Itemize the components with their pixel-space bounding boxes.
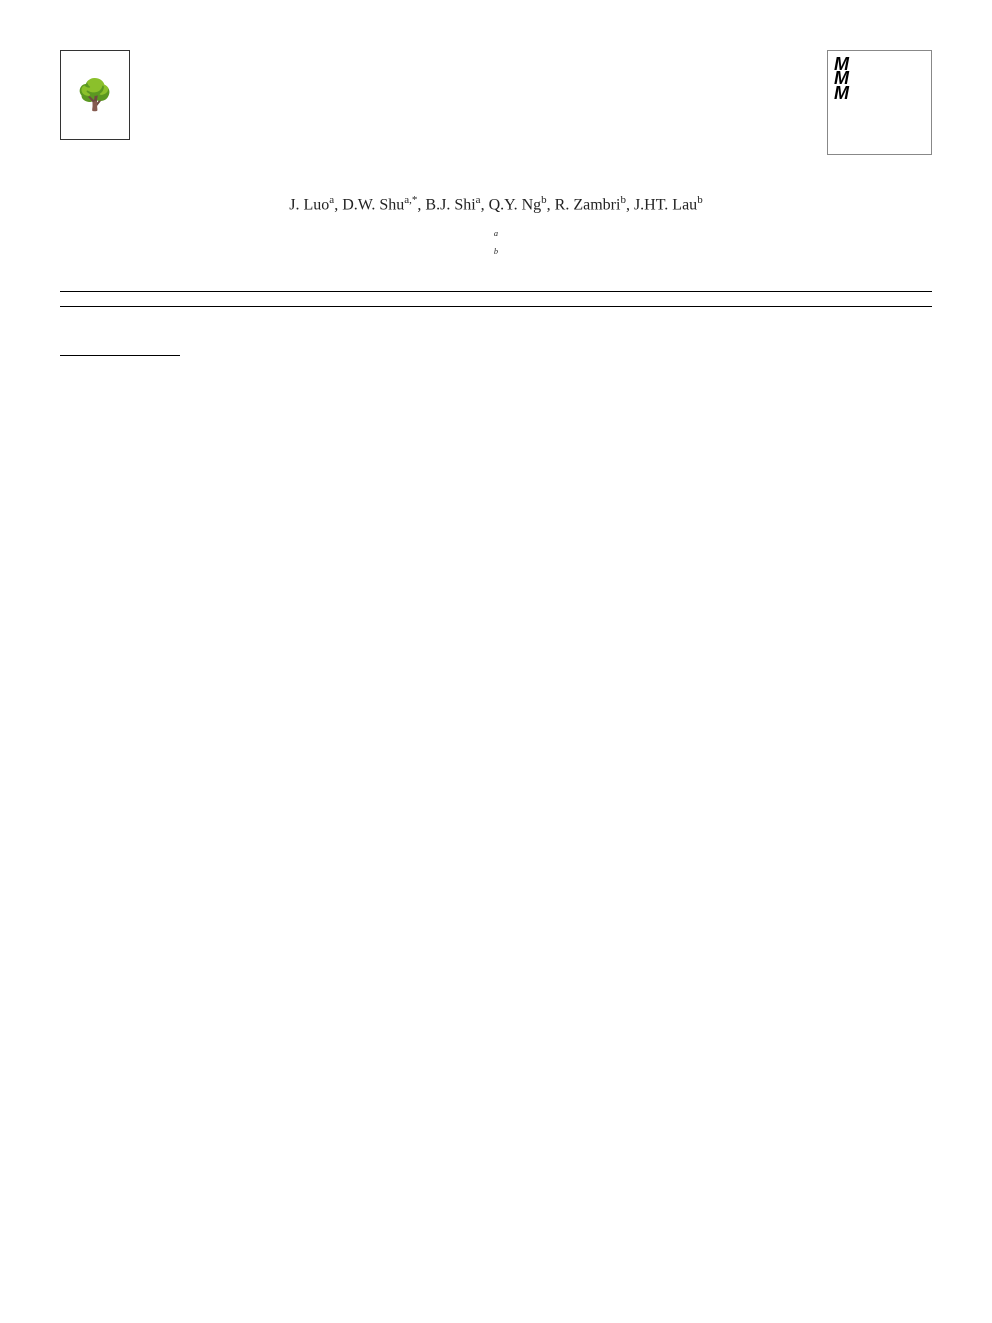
affiliations: a b	[60, 228, 932, 263]
author: B.J. Shi	[425, 196, 475, 213]
author: Q.Y. Ng	[489, 196, 542, 213]
column-left	[60, 333, 482, 362]
journal-logo: MMM	[827, 50, 932, 155]
elsevier-logo: 🌳	[60, 50, 130, 140]
tree-icon: 🌳	[63, 78, 127, 113]
journal-logo-block: MMM	[827, 50, 932, 159]
footnote-rule	[60, 355, 180, 356]
divider-bottom	[60, 306, 932, 307]
header-center	[130, 50, 827, 76]
author: J. Luo	[289, 196, 329, 213]
author: R. Zambri	[555, 196, 621, 213]
column-right	[510, 333, 932, 362]
divider-top	[60, 291, 932, 292]
body-columns	[60, 333, 932, 362]
author: J.HT. Lau	[634, 196, 697, 213]
jm-m-icons: MMM	[834, 57, 925, 100]
author: D.W. Shu	[342, 196, 404, 213]
author-list: J. Luoa, D.W. Shua,*, B.J. Shia, Q.Y. Ng…	[60, 194, 932, 214]
page-header: 🌳 MMM	[60, 50, 932, 159]
